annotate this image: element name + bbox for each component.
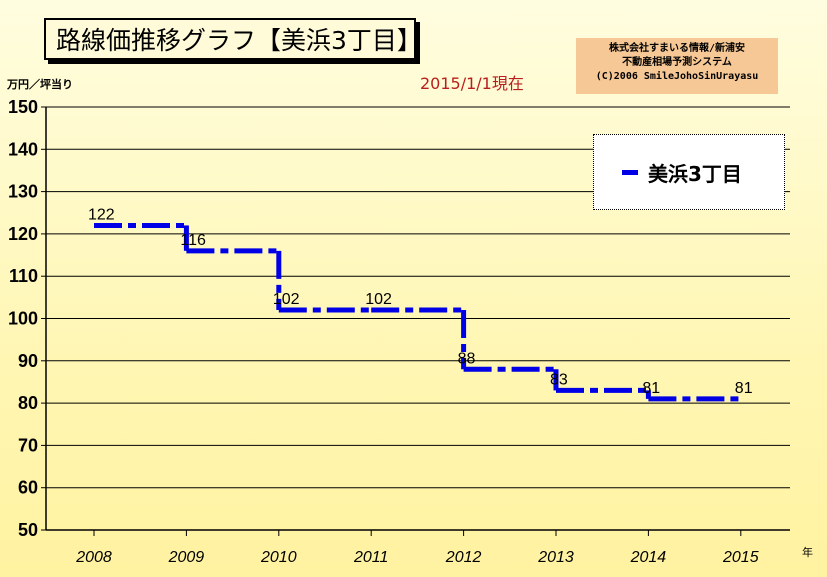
data-label: 83 bbox=[550, 371, 568, 388]
y-tick-label: 80 bbox=[18, 393, 38, 413]
x-tick-label: 2015 bbox=[722, 549, 759, 566]
y-tick-label: 120 bbox=[8, 224, 38, 244]
y-tick-label: 50 bbox=[18, 520, 38, 540]
y-tick-label: 140 bbox=[8, 139, 38, 159]
legend-swatch bbox=[622, 169, 638, 175]
data-labels: 122 116 102 102 88 83 81 81 bbox=[88, 206, 753, 396]
y-tick-label: 150 bbox=[8, 97, 38, 117]
y-tick-label: 90 bbox=[18, 351, 38, 371]
series-lines bbox=[94, 222, 741, 402]
y-tick-label: 110 bbox=[9, 266, 38, 286]
x-tick-labels: 2008 2009 2010 2011 2012 2013 2014 2015 bbox=[75, 549, 758, 566]
data-label: 81 bbox=[735, 380, 753, 397]
data-label: 81 bbox=[642, 380, 660, 397]
legend-label: 美浜3丁目 bbox=[648, 161, 742, 186]
credit-line-system: 不動産相場予測システム bbox=[622, 57, 732, 68]
data-label: 122 bbox=[88, 206, 115, 223]
credit-line-company: 株式会社すまいる情報/新浦安 bbox=[608, 43, 746, 54]
y-tick-labels: 50 60 70 80 90 100 110 120 130 140 150 bbox=[8, 97, 38, 540]
y-tick-label: 60 bbox=[18, 478, 38, 498]
x-axis-unit: 年 bbox=[802, 546, 813, 559]
data-label: 116 bbox=[180, 232, 206, 249]
x-tick-label: 2010 bbox=[260, 549, 297, 566]
date-note: 2015/1/1現在 bbox=[420, 74, 524, 93]
x-tick-label: 2008 bbox=[75, 549, 112, 566]
y-tick-label: 130 bbox=[8, 182, 38, 202]
x-tick-label: 2012 bbox=[445, 549, 482, 566]
x-tick-label: 2013 bbox=[537, 549, 574, 566]
chart-title: 路線価推移グラフ【美浜3丁目】 bbox=[44, 18, 422, 60]
x-tick-label: 2014 bbox=[630, 549, 667, 566]
y-axis-unit: 万円／坪当り bbox=[7, 78, 73, 91]
data-label: 102 bbox=[365, 291, 392, 308]
credit-line-copyright: (C)2006 SmileJohoSinUrayasu bbox=[595, 71, 759, 82]
legend: 美浜3丁目 bbox=[593, 134, 785, 210]
x-tick-label: 2011 bbox=[353, 549, 388, 566]
y-tick-label: 100 bbox=[8, 309, 38, 329]
credit-box: 株式会社すまいる情報/新浦安 不動産相場予測システム (C)2006 Smile… bbox=[576, 38, 778, 94]
data-label: 88 bbox=[458, 350, 476, 367]
y-tick-label: 70 bbox=[18, 435, 38, 455]
data-label: 102 bbox=[273, 291, 300, 308]
axes bbox=[41, 106, 790, 536]
x-tick-label: 2009 bbox=[168, 549, 205, 566]
